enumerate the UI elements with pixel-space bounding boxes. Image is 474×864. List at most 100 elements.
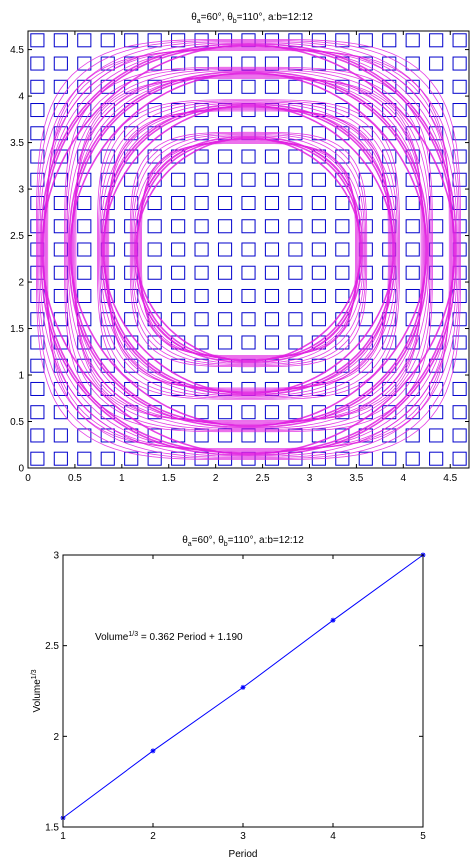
y-tick-label: 3.5 [10, 138, 24, 149]
lattice-square [335, 242, 350, 257]
lattice-square [405, 242, 420, 257]
annotation-fit-equation: Volume1/3 = 0.362 Period + 1.190 [95, 631, 243, 643]
ring [36, 39, 461, 460]
lattice-square [147, 219, 162, 234]
ring-stroke [45, 47, 452, 452]
lattice-square [358, 172, 373, 187]
lattice-square [405, 265, 420, 280]
x-tick-label: 3 [240, 831, 246, 842]
lattice-square [217, 335, 233, 350]
lattice-square [53, 428, 68, 443]
y-tick-label: 2 [53, 732, 59, 743]
lattice-square [405, 288, 420, 303]
lattice-square [100, 103, 115, 118]
lattice-square [429, 196, 444, 211]
lattice-square [171, 288, 186, 303]
lattice-square [30, 451, 45, 466]
lattice-square [171, 126, 186, 141]
x-tick-label: 1 [60, 831, 66, 842]
ring-stroke [106, 108, 391, 391]
lattice-square [171, 172, 186, 187]
lattice-square [53, 242, 68, 257]
lattice-square [100, 149, 115, 164]
data-point [330, 617, 336, 623]
y-tick-label: 0.5 [10, 417, 24, 428]
ring-stroke [141, 143, 356, 356]
lattice-square [194, 428, 209, 443]
lattice-square [288, 242, 303, 257]
lattice-square [217, 405, 233, 420]
y-tick-label: 4 [18, 92, 24, 103]
ring-stroke [99, 101, 398, 398]
lattice-square [194, 405, 209, 420]
lattice-square [429, 405, 444, 420]
lattice-square [405, 196, 420, 211]
lattice-square [53, 288, 68, 303]
ring-stroke [107, 109, 390, 390]
lattice-square [241, 265, 256, 280]
lattice-square [452, 428, 467, 443]
x-tick-label: 2 [150, 831, 156, 842]
lattice-square [429, 451, 444, 466]
lattice-square [30, 79, 45, 94]
ring-stroke [100, 102, 397, 397]
ring-stroke [72, 74, 425, 425]
lattice-square [429, 288, 444, 303]
ring-stroke [40, 42, 457, 457]
lattice-square [382, 103, 397, 118]
lattice-square [53, 196, 68, 211]
lattice-square [171, 242, 186, 257]
lattice-square [311, 358, 326, 373]
lattice-square [429, 428, 444, 443]
lattice-square [53, 219, 68, 234]
lattice-square [429, 219, 444, 234]
lattice-square [77, 265, 92, 280]
lattice-square [194, 79, 209, 94]
lattice-square [147, 265, 162, 280]
lattice-square [452, 126, 467, 141]
volume-chart-frame [62, 554, 424, 828]
lattice-square [311, 219, 326, 234]
lattice-square [241, 335, 256, 350]
lattice-square [429, 79, 444, 94]
lattice-square [217, 265, 233, 280]
lattice-square [194, 242, 209, 257]
ring-stroke [47, 50, 450, 449]
lattice-square [124, 312, 139, 327]
lattice-square [194, 335, 209, 350]
lattice-square [405, 405, 420, 420]
lattice-square [335, 288, 350, 303]
lattice-square [77, 196, 92, 211]
lattice-square [241, 288, 256, 303]
lattice-square [335, 196, 350, 211]
lattice-square [405, 56, 420, 71]
lattice-square [311, 126, 326, 141]
lattice-square [241, 405, 256, 420]
ring-stroke [68, 70, 429, 429]
lattice-square [100, 381, 115, 396]
lattice-square [124, 172, 139, 187]
x-tick-label: 4 [330, 831, 336, 842]
x-tick-label: 3 [307, 473, 313, 484]
ring-stroke [43, 46, 454, 453]
lattice-square [30, 428, 45, 443]
lattice-square [77, 33, 92, 48]
lattice-square [288, 312, 303, 327]
x-axis-ticks-2: 1 2 3 4 5 [60, 555, 426, 842]
ring-stroke [67, 70, 430, 429]
lattice-chart: θa=60°, θb=110°, a:b=12:12 0 0.5 1 1.5 2 2.5 3… [10, 12, 470, 484]
ring-stroke [134, 136, 363, 363]
lattice-square [241, 312, 256, 327]
volume-period-chart: θa=60°, θb=110°, a:b=12:12 1 2 3 4 5 1.5 2 2.5… [31, 535, 426, 860]
ring-stroke [75, 78, 422, 421]
lattice-square [217, 219, 233, 234]
lattice-square [311, 172, 326, 187]
ring-stroke [42, 45, 455, 454]
lattice-square [217, 149, 233, 164]
y-tick-label: 1 [18, 371, 24, 382]
lattice-square [358, 451, 373, 466]
lattice-square [53, 405, 68, 420]
lattice-square [264, 79, 280, 94]
lattice-square [53, 265, 68, 280]
lattice-square [429, 265, 444, 280]
